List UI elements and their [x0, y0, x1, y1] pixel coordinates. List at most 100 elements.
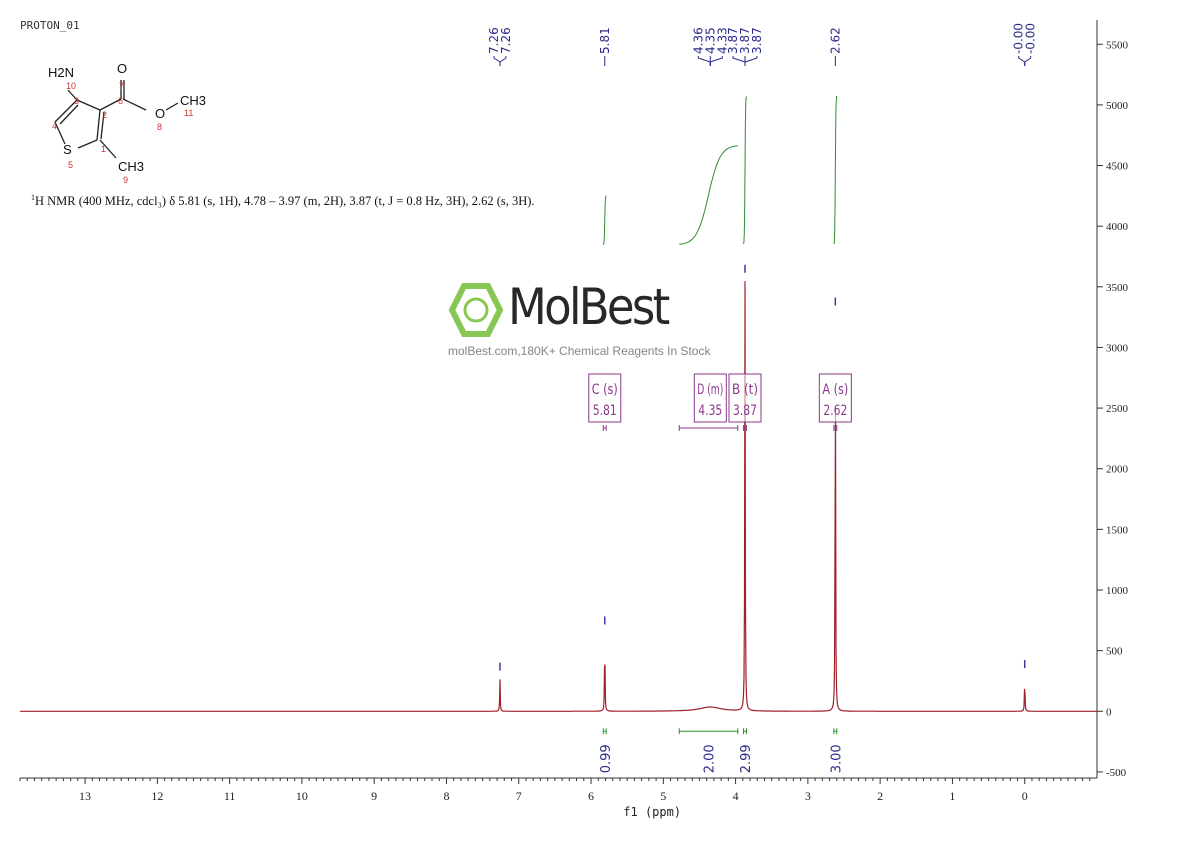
peak-label-connector [732, 56, 746, 66]
atom-o-carbonyl: O [117, 61, 127, 76]
y-tick-label: 3500 [1106, 282, 1129, 294]
multiplet-range [833, 425, 838, 431]
watermark-brand: MolBest [508, 278, 670, 336]
integral-bracket [602, 728, 607, 735]
superscript: 1 [31, 193, 35, 202]
integral-bracket [833, 728, 838, 735]
benzene-logo-icon [448, 283, 504, 337]
multiplet-shift: 2.62 [823, 403, 847, 419]
integral-value: 3.00 [829, 744, 844, 773]
peak-label-connector [499, 56, 507, 66]
atom-number: 7 [119, 81, 124, 91]
multiplet-range [678, 425, 739, 431]
x-tick-label: 9 [371, 789, 377, 803]
atom-number: 1 [101, 144, 106, 154]
x-tick-label: 10 [296, 789, 308, 803]
y-tick-label: 500 [1106, 646, 1123, 658]
y-tick-label: 2500 [1106, 403, 1129, 415]
peak-label: 4.36 [691, 27, 705, 54]
peak-label: 3.87 [738, 27, 752, 54]
multiplet-shift: 3.87 [733, 403, 757, 419]
integral-bracket [678, 728, 739, 735]
multiplet-range [743, 425, 747, 431]
multiplet-box [693, 373, 727, 423]
x-tick-label: 5 [660, 789, 666, 803]
multiplet-range [602, 425, 607, 431]
multiplet-box [588, 373, 622, 423]
y-tick-label: 2000 [1106, 464, 1129, 476]
atom-number: 10 [66, 81, 76, 91]
x-tick-label: 8 [443, 789, 449, 803]
peak-label-connector [709, 56, 723, 66]
atom-number: 5 [68, 160, 73, 170]
x-tick-label: 7 [516, 789, 522, 803]
atom-number: 9 [123, 175, 128, 185]
integral-value: 0.99 [599, 744, 614, 773]
x-tick-label: 1 [949, 789, 955, 803]
x-tick-label: 13 [79, 789, 91, 803]
x-tick-label: 6 [588, 789, 594, 803]
watermark-tagline: molBest.com,180K+ Chemical Reagents In S… [448, 344, 711, 358]
multiplet-letter: D (m) [697, 382, 723, 398]
description-text: H NMR (400 MHz, cdcl₃) δ 5.81 (s, 1H), 4… [35, 194, 535, 209]
multiplet-letter: A (s) [822, 382, 848, 398]
multiplet-box [728, 373, 762, 423]
peak-label: 5.81 [598, 27, 612, 54]
peak-label: 4.35 [703, 27, 717, 54]
multiplet-letter: C (s) [592, 382, 618, 398]
nmr-description: 1H NMR (400 MHz, cdcl₃) δ 5.81 (s, 1H), … [31, 193, 535, 209]
atom-number: 3 [74, 96, 79, 106]
x-tick-label: 12 [151, 789, 163, 803]
atom-number: 2 [102, 110, 107, 120]
peak-label: 7.26 [487, 27, 501, 54]
x-tick-label: 4 [733, 789, 739, 803]
peak-label: 4.33 [715, 27, 729, 54]
atom-s: S [63, 142, 72, 157]
peak-label: -0.00 [1012, 23, 1026, 54]
peak-label: 7.26 [499, 27, 513, 54]
multiplet-shift: 5.81 [593, 403, 617, 419]
atom-o-ester: O [155, 106, 165, 121]
y-tick-label: -500 [1106, 767, 1127, 779]
y-tick-label: 1000 [1106, 585, 1129, 597]
peak-label-connector [744, 56, 758, 66]
atom-number: 11 [184, 108, 193, 118]
x-axis-label: f1 (ppm) [623, 805, 681, 819]
y-tick-label: 1500 [1106, 524, 1129, 536]
molecule-structure: H2N O CH3 O S CH3 1 2 3 4 5 6 7 8 9 10 1… [48, 61, 206, 185]
x-tick-label: 11 [224, 789, 236, 803]
x-tick-label: 0 [1022, 789, 1028, 803]
x-tick-label: 3 [805, 789, 811, 803]
x-tick-label: 2 [877, 789, 883, 803]
atom-number: 8 [157, 122, 162, 132]
y-tick-label: 4500 [1106, 161, 1129, 173]
integral-value: 2.00 [702, 744, 717, 773]
spectrum-line [20, 281, 1097, 712]
y-tick-label: 5000 [1106, 100, 1129, 112]
integral-value: 2.99 [739, 744, 754, 773]
peak-label-connector [1024, 56, 1032, 66]
y-tick-label: 3000 [1106, 342, 1129, 354]
atom-ch3-ester: CH3 [180, 93, 206, 108]
watermark: MolBest molBest.com,180K+ Chemical Reage… [448, 278, 710, 358]
peak-label: 3.87 [726, 27, 740, 54]
y-tick-label: 5500 [1106, 39, 1129, 51]
integral-bracket [743, 728, 747, 735]
multiplet-letter: B (t) [732, 382, 758, 398]
atom-nh2: H2N [48, 65, 74, 80]
integral-curve [743, 96, 747, 245]
atom-ch3-ring: CH3 [118, 159, 144, 174]
peak-label: 3.87 [750, 27, 764, 54]
integral-curve [602, 195, 607, 246]
atom-number: 4 [52, 121, 57, 131]
integral-curve [833, 95, 838, 245]
peak-label-connector [493, 56, 501, 66]
peak-label-connector [697, 56, 711, 66]
integral-curve [679, 145, 738, 245]
experiment-title: PROTON_01 [20, 19, 80, 32]
peak-label: 2.62 [828, 27, 842, 54]
atom-number: 6 [118, 96, 123, 106]
y-tick-label: 4000 [1106, 221, 1129, 233]
